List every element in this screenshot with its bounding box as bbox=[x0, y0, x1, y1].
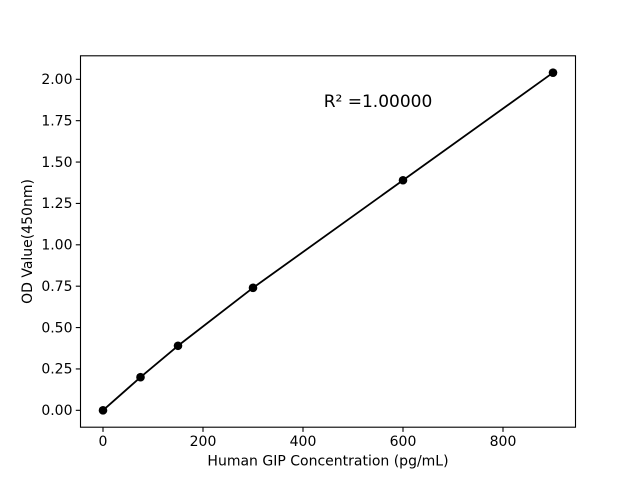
y-axis-label: OD Value(450nm) bbox=[20, 179, 36, 304]
y-tick-label: 0.75 bbox=[41, 279, 72, 295]
x-tick-label: 200 bbox=[190, 434, 217, 450]
y-tick-label: 0.50 bbox=[41, 320, 72, 336]
data-point-marker bbox=[548, 68, 558, 77]
x-tick-label: 800 bbox=[490, 434, 517, 450]
data-point-marker bbox=[398, 175, 408, 185]
r-squared-annotation: R² =1.00000 bbox=[324, 92, 433, 112]
x-tick-label: 600 bbox=[390, 434, 417, 450]
x-axis-label: Human GIP Concentration (pg/mL) bbox=[207, 454, 448, 470]
y-tick-label: 1.50 bbox=[41, 155, 72, 171]
y-tick-label: 0.25 bbox=[41, 362, 72, 378]
data-point-marker bbox=[98, 406, 108, 415]
x-tick-label: 400 bbox=[290, 434, 317, 450]
data-point-marker bbox=[173, 341, 183, 351]
y-tick-label: 2.00 bbox=[41, 72, 72, 88]
data-point-marker bbox=[136, 372, 145, 382]
plot-area bbox=[79, 55, 577, 428]
y-tick-label: 1.25 bbox=[41, 196, 72, 212]
fit-line bbox=[102, 71, 554, 412]
y-tick-label: 1.00 bbox=[41, 238, 72, 254]
data-point-marker bbox=[248, 283, 258, 293]
y-tick-label: 1.75 bbox=[41, 113, 72, 129]
y-tick-label: 0.00 bbox=[41, 403, 72, 419]
x-tick-label: 0 bbox=[99, 434, 108, 450]
